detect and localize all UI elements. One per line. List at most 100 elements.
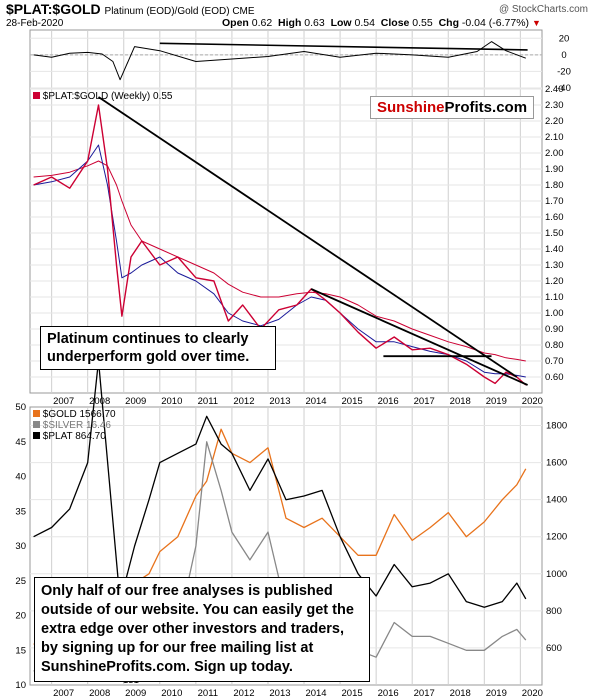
ratio-series-label: $PLAT:$GOLD (Weekly) 0.55: [33, 91, 172, 102]
ohlc-row: Open 0.62 High 0.63 Low 0.54 Close 0.55 …: [222, 17, 541, 29]
ratio-year-label: 2008: [89, 396, 110, 407]
ratio-tick-label: 1.00: [545, 308, 564, 319]
ticker-title: $PLAT:$GOLD: [6, 1, 101, 17]
metals-year-label: 2009: [125, 688, 146, 699]
ratio-tick-label: 1.40: [545, 244, 564, 255]
ratio-year-label: 2012: [233, 396, 254, 407]
platinum-note: Platinum continues to clearly underperfo…: [40, 326, 276, 370]
metals-left-tick-label: 20: [15, 611, 26, 622]
metals-year-label: 2008: [89, 688, 110, 699]
ratio-long-ma: [33, 160, 526, 362]
low-value: 0.54: [354, 17, 375, 29]
ratio-year-label: 2019: [486, 396, 507, 407]
ratio-tick-label: 0.60: [545, 372, 564, 383]
metals-left-tick-label: 15: [15, 645, 26, 656]
osc-tick-label: -40: [557, 83, 571, 94]
ratio-tick-label: 1.20: [545, 276, 564, 287]
ratio-tick-label: 2.20: [545, 116, 564, 127]
down-arrow-icon: ▼: [531, 18, 541, 28]
brand-logo: SunshineProfits.com: [370, 96, 535, 119]
metals-series-plat: [33, 360, 527, 608]
metals-year-label: 2011: [198, 688, 218, 699]
metals-left-tick-label: 45: [15, 437, 26, 448]
ratio-year-label: 2017: [414, 396, 435, 407]
ratio-tick-label: 1.70: [545, 196, 564, 207]
chart-title: $PLAT:$GOLD Platinum (EOD)/Gold (EOD) CM…: [6, 1, 255, 17]
metals-legend: $GOLD 1566.70 $SILVER 16.46 $PLAT 864.70: [33, 409, 116, 442]
brand-part1: Sunshine: [377, 99, 445, 116]
ratio-tick-label: 2.40: [545, 84, 564, 95]
ratio-tick-label: 0.70: [545, 356, 564, 367]
metals-left-tick-label: 50: [15, 402, 26, 413]
ratio-tick-label: 2.10: [545, 132, 564, 143]
metals-year-label: 2014: [305, 688, 326, 699]
chart-date: 28-Feb-2020: [6, 18, 64, 29]
axis-labels: 20 0 -20 -402.40 2.30 2.20 2.10 2.00 1.90 1.80 1.7…: [15, 33, 570, 699]
marks: [33, 41, 528, 679]
metals-year-label: 2012: [233, 688, 254, 699]
metals-right-tick-label: 1400: [546, 495, 567, 506]
oscillator-panel: [29, 29, 543, 89]
open-value: 0.62: [251, 17, 273, 29]
osc-tick-label: -20: [557, 66, 571, 77]
metals-right-tick-label: 800: [546, 606, 562, 617]
metals-right-tick-label: 1200: [546, 532, 567, 543]
metals-left-tick-label: 30: [15, 541, 26, 552]
metals-year-label: 2010: [161, 688, 182, 699]
watermark: @ StockCharts.com: [498, 4, 588, 15]
oscillator-line: [33, 41, 526, 81]
ratio-legend-swatch: [33, 92, 40, 99]
ratio-year-label: 2011: [198, 396, 218, 407]
metals-right-tick-label: 1000: [546, 569, 567, 580]
brand-part2: Profits.com: [444, 99, 528, 116]
ratio-year-label: 2014: [305, 396, 326, 407]
ratio-year-label: 2020: [522, 396, 543, 407]
legend-gold: $GOLD 1566.70: [33, 409, 116, 420]
close-value: 0.55: [412, 17, 433, 29]
metals-left-tick-label: 10: [15, 680, 26, 691]
metals-left-tick-label: 40: [15, 472, 26, 483]
oscillator-trendline: [159, 42, 528, 51]
metals-year-label: 2015: [342, 688, 363, 699]
metals-year-label: 2013: [269, 688, 290, 699]
ratio-year-label: 2016: [378, 396, 399, 407]
legend-silver: $SILVER 16.46: [33, 420, 116, 431]
legend-plat: $PLAT 864.70: [33, 431, 116, 442]
osc-tick-label: 20: [559, 33, 570, 44]
metals-right-tick-label: 1600: [546, 458, 567, 469]
metals-left-tick-label: 25: [15, 576, 26, 587]
ratio-tick-label: 1.60: [545, 212, 564, 223]
ratio-year-label: 2009: [125, 396, 146, 407]
ratio-tick-label: 1.80: [545, 180, 564, 191]
ratio-year-label: 2018: [450, 396, 471, 407]
metals-right-tick-label: 1800: [546, 421, 567, 432]
ratio-year-label: 2013: [269, 396, 290, 407]
metals-year-label: 2007: [53, 688, 74, 699]
ratio-trendline: [97, 96, 518, 378]
metals-left-tick-label: 35: [15, 506, 26, 517]
metals-year-label: 2019: [486, 688, 507, 699]
ratio-year-label: 2007: [53, 396, 74, 407]
metals-right-tick-label: 600: [546, 643, 562, 654]
high-value: 0.63: [304, 17, 325, 29]
ratio-tick-label: 2.00: [545, 148, 564, 159]
ratio-tick-label: 0.90: [545, 324, 564, 335]
change-value: -0.04 (-6.77%): [461, 17, 530, 29]
metals-year-label: 2020: [522, 688, 543, 699]
ratio-tick-label: 1.50: [545, 228, 564, 239]
ratio-trendline: [310, 288, 528, 386]
ratio-tick-label: 1.30: [545, 260, 564, 271]
ratio-tick-label: 2.30: [545, 100, 564, 111]
metals-year-label: 2017: [414, 688, 435, 699]
ratio-year-label: 2010: [161, 396, 182, 407]
ratio-price-line: [33, 104, 527, 386]
ratio-tick-label: 1.90: [545, 164, 564, 175]
metals-year-label: 2018: [450, 688, 471, 699]
ratio-tick-label: 1.10: [545, 292, 564, 303]
osc-tick-label: 0: [561, 50, 566, 61]
ratio-tick-label: 0.80: [545, 340, 564, 351]
metals-year-label: 2016: [378, 688, 399, 699]
ratio-year-label: 2015: [342, 396, 363, 407]
ticker-subtitle: Platinum (EOD)/Gold (EOD) CME: [104, 6, 255, 17]
promo-note: Only half of our free analyses is publis…: [34, 577, 370, 682]
